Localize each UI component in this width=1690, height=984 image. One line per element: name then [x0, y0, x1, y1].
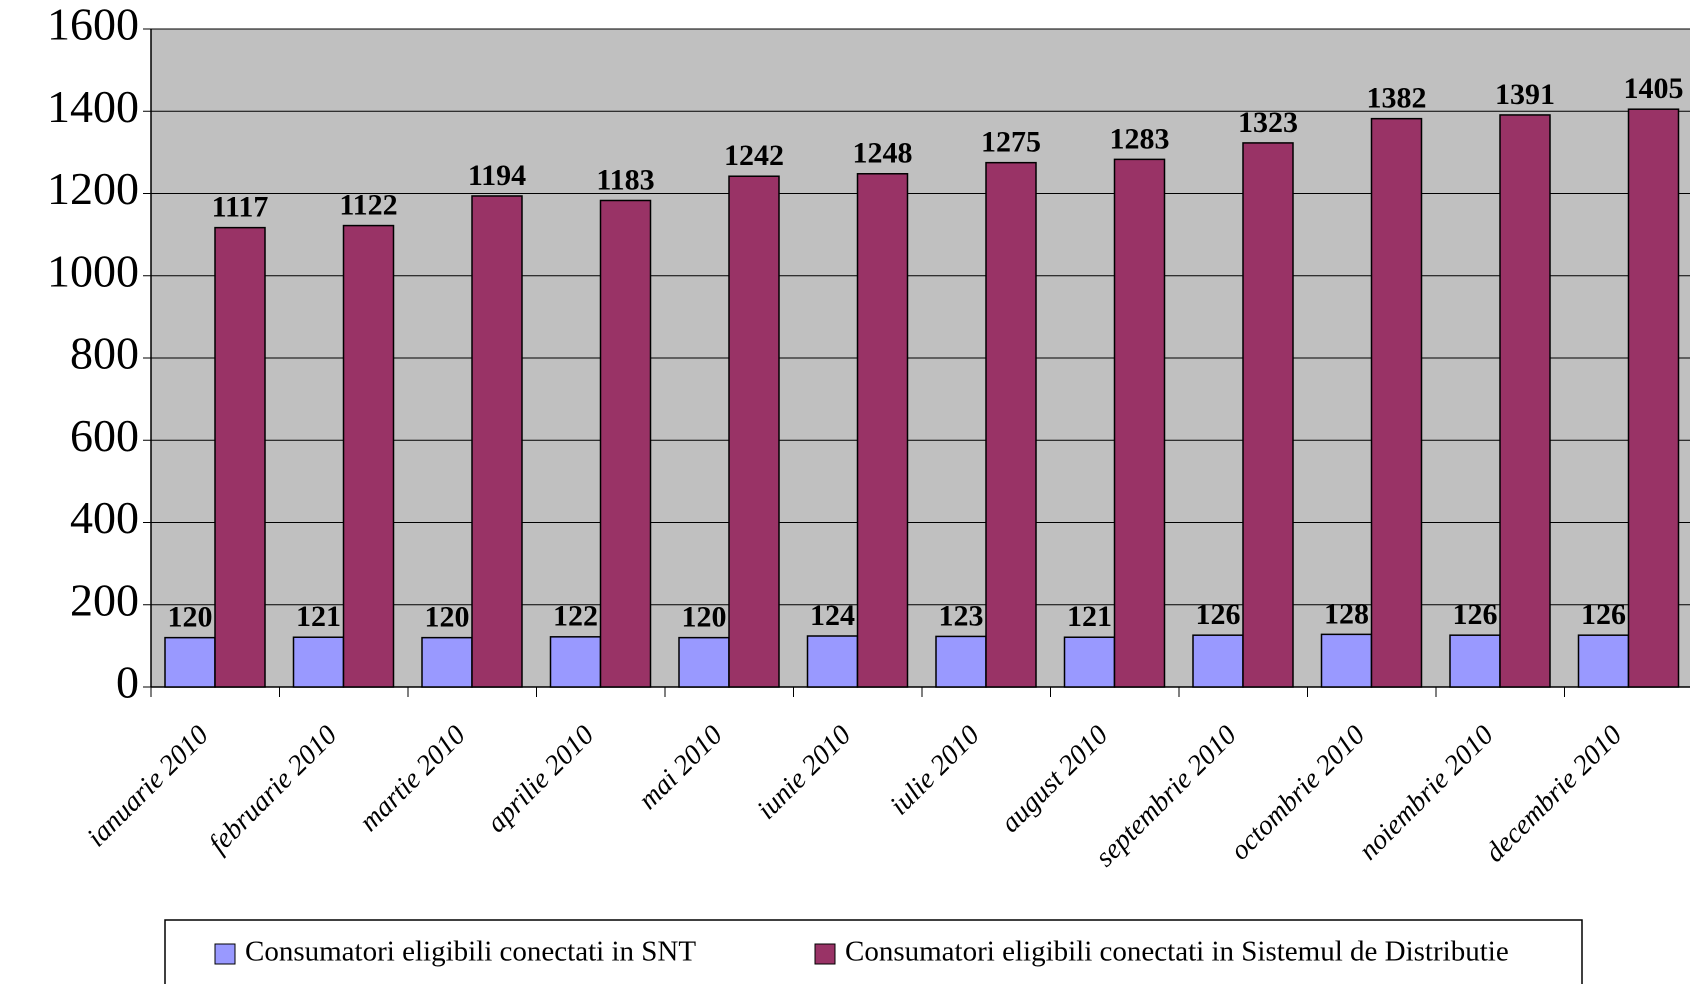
data-label: 1194	[468, 159, 526, 192]
legend-label: Consumatori eligibili conectati in SNT	[245, 936, 696, 968]
legend-label: Consumatori eligibili conectati in Siste…	[845, 936, 1509, 968]
x-tick-label: iulie 2010	[884, 720, 986, 822]
y-tick-label: 0	[116, 657, 139, 708]
bar	[164, 636, 216, 688]
y-tick-label: 1600	[47, 0, 139, 50]
data-label: 1382	[1367, 82, 1427, 115]
x-tick-label: ianuarie 2010	[81, 720, 215, 854]
legend-box	[164, 919, 1583, 984]
data-label: 121	[296, 600, 341, 633]
x-tick-label: iunie 2010	[751, 720, 857, 826]
bar	[935, 635, 987, 688]
y-tick-label: 1200	[47, 163, 139, 214]
data-label: 1391	[1495, 78, 1555, 111]
data-label: 121	[1067, 600, 1112, 633]
bar	[1449, 634, 1501, 688]
bar	[985, 161, 1037, 688]
data-label: 1122	[339, 188, 397, 221]
bar	[421, 636, 473, 688]
x-tick-label: martie 2010	[354, 720, 472, 838]
data-label: 124	[810, 599, 855, 632]
bar	[599, 199, 652, 688]
bar	[678, 636, 730, 688]
legend-swatch	[814, 943, 836, 965]
y-tick-label: 400	[70, 492, 139, 543]
x-tick-label: noiembrie 2010	[1353, 720, 1500, 867]
data-label: 120	[682, 601, 727, 634]
bar	[1113, 158, 1166, 688]
data-label: 122	[553, 600, 598, 633]
bar	[292, 636, 345, 688]
data-label: 1183	[596, 163, 654, 196]
bar	[1577, 634, 1630, 688]
data-label: 126	[1196, 598, 1241, 631]
bar	[1370, 117, 1423, 688]
bar	[214, 226, 266, 688]
data-label: 1242	[724, 139, 784, 172]
data-label: 126	[1453, 598, 1498, 631]
bar	[1192, 634, 1244, 688]
data-label: 126	[1581, 598, 1626, 631]
data-label: 1405	[1624, 72, 1684, 105]
bar	[1242, 142, 1294, 688]
bar	[342, 224, 395, 688]
y-tick-label: 200	[70, 574, 139, 625]
data-label: 1117	[212, 191, 269, 224]
y-tick-label: 1400	[47, 81, 139, 132]
bar	[1627, 108, 1680, 688]
y-tick-label: 600	[70, 410, 139, 461]
x-tick-label: octombrie 2010	[1224, 720, 1371, 867]
data-label: 120	[425, 601, 470, 634]
legend-swatch	[214, 943, 236, 965]
data-label: 120	[168, 601, 213, 634]
bar	[728, 175, 780, 688]
bar	[471, 195, 523, 688]
data-label: 1323	[1238, 106, 1298, 139]
data-label: 1248	[853, 137, 913, 170]
bar	[806, 635, 859, 688]
x-tick-label: aprilie 2010	[481, 720, 600, 839]
data-label: 123	[939, 599, 984, 632]
bar	[1499, 114, 1551, 688]
x-tick-label: mai 2010	[633, 720, 729, 816]
x-tick-label: februarie 2010	[203, 720, 343, 860]
bar	[1063, 636, 1116, 688]
data-label: 128	[1324, 597, 1369, 630]
x-tick-label: august 2010	[995, 720, 1114, 839]
y-tick-label: 1000	[47, 245, 139, 296]
x-tick-label: decembrie 2010	[1479, 720, 1628, 869]
data-label: 1283	[1110, 122, 1170, 155]
y-tick-label: 800	[70, 328, 139, 379]
bar	[1320, 633, 1373, 688]
bar	[549, 636, 602, 688]
bar	[856, 173, 909, 688]
data-label: 1275	[981, 126, 1041, 159]
